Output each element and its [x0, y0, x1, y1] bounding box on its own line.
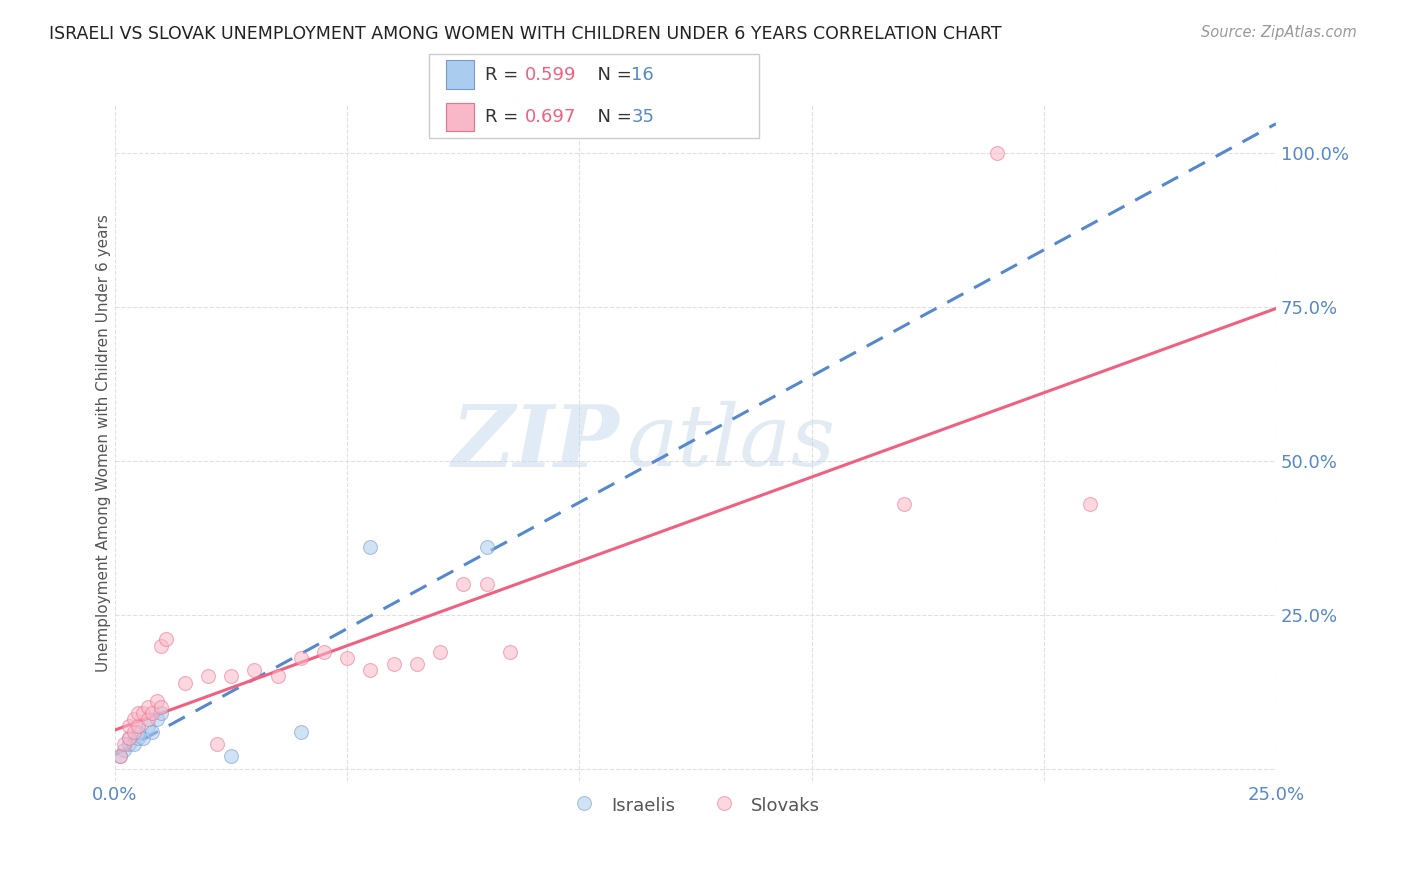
Point	[219, 669, 242, 683]
Point	[893, 497, 915, 511]
Point	[112, 743, 135, 757]
Text: 16: 16	[631, 66, 654, 84]
Point	[108, 749, 131, 764]
Point	[173, 675, 195, 690]
Point	[122, 737, 145, 751]
Point	[475, 540, 498, 554]
Point	[118, 737, 141, 751]
Text: atlas: atlas	[626, 401, 835, 484]
Text: R =: R =	[485, 66, 524, 84]
Point	[312, 645, 335, 659]
Point	[475, 577, 498, 591]
Text: 0.697: 0.697	[524, 108, 576, 126]
Point	[122, 713, 145, 727]
Point	[266, 669, 288, 683]
Text: 35: 35	[631, 108, 654, 126]
Point	[150, 706, 173, 721]
Point	[336, 651, 359, 665]
Point	[150, 639, 173, 653]
Text: R =: R =	[485, 108, 524, 126]
Point	[136, 700, 159, 714]
Point	[290, 724, 312, 739]
Text: ISRAELI VS SLOVAK UNEMPLOYMENT AMONG WOMEN WITH CHILDREN UNDER 6 YEARS CORRELATI: ISRAELI VS SLOVAK UNEMPLOYMENT AMONG WOM…	[49, 25, 1002, 43]
Point	[136, 718, 159, 732]
Point	[136, 713, 159, 727]
Text: ZIP: ZIP	[453, 401, 620, 484]
Point	[146, 713, 169, 727]
Point	[453, 577, 475, 591]
Point	[382, 657, 405, 671]
Point	[1078, 497, 1101, 511]
Point	[150, 700, 173, 714]
Point	[146, 694, 169, 708]
Point	[112, 737, 135, 751]
Point	[127, 731, 149, 745]
Point	[141, 724, 163, 739]
Point	[197, 669, 219, 683]
Text: N =: N =	[586, 108, 638, 126]
Point	[359, 540, 381, 554]
Point	[127, 724, 149, 739]
Point	[118, 731, 141, 745]
Point	[122, 724, 145, 739]
Text: Source: ZipAtlas.com: Source: ZipAtlas.com	[1201, 25, 1357, 40]
Text: 0.599: 0.599	[524, 66, 576, 84]
Point	[243, 663, 266, 677]
Point	[219, 749, 242, 764]
Point	[290, 651, 312, 665]
Point	[429, 645, 451, 659]
Point	[359, 663, 381, 677]
Point	[405, 657, 427, 671]
Point	[108, 749, 131, 764]
Point	[986, 146, 1008, 161]
Point	[205, 737, 228, 751]
Point	[132, 706, 155, 721]
Point	[118, 718, 141, 732]
Legend: Israelis, Slovaks: Israelis, Slovaks	[564, 788, 827, 822]
Point	[127, 718, 149, 732]
Point	[155, 632, 177, 647]
Point	[141, 706, 163, 721]
Point	[499, 645, 522, 659]
Y-axis label: Unemployment Among Women with Children Under 6 years: Unemployment Among Women with Children U…	[97, 214, 111, 672]
Point	[127, 706, 149, 721]
Text: N =: N =	[586, 66, 638, 84]
Point	[132, 731, 155, 745]
Point	[118, 731, 141, 745]
